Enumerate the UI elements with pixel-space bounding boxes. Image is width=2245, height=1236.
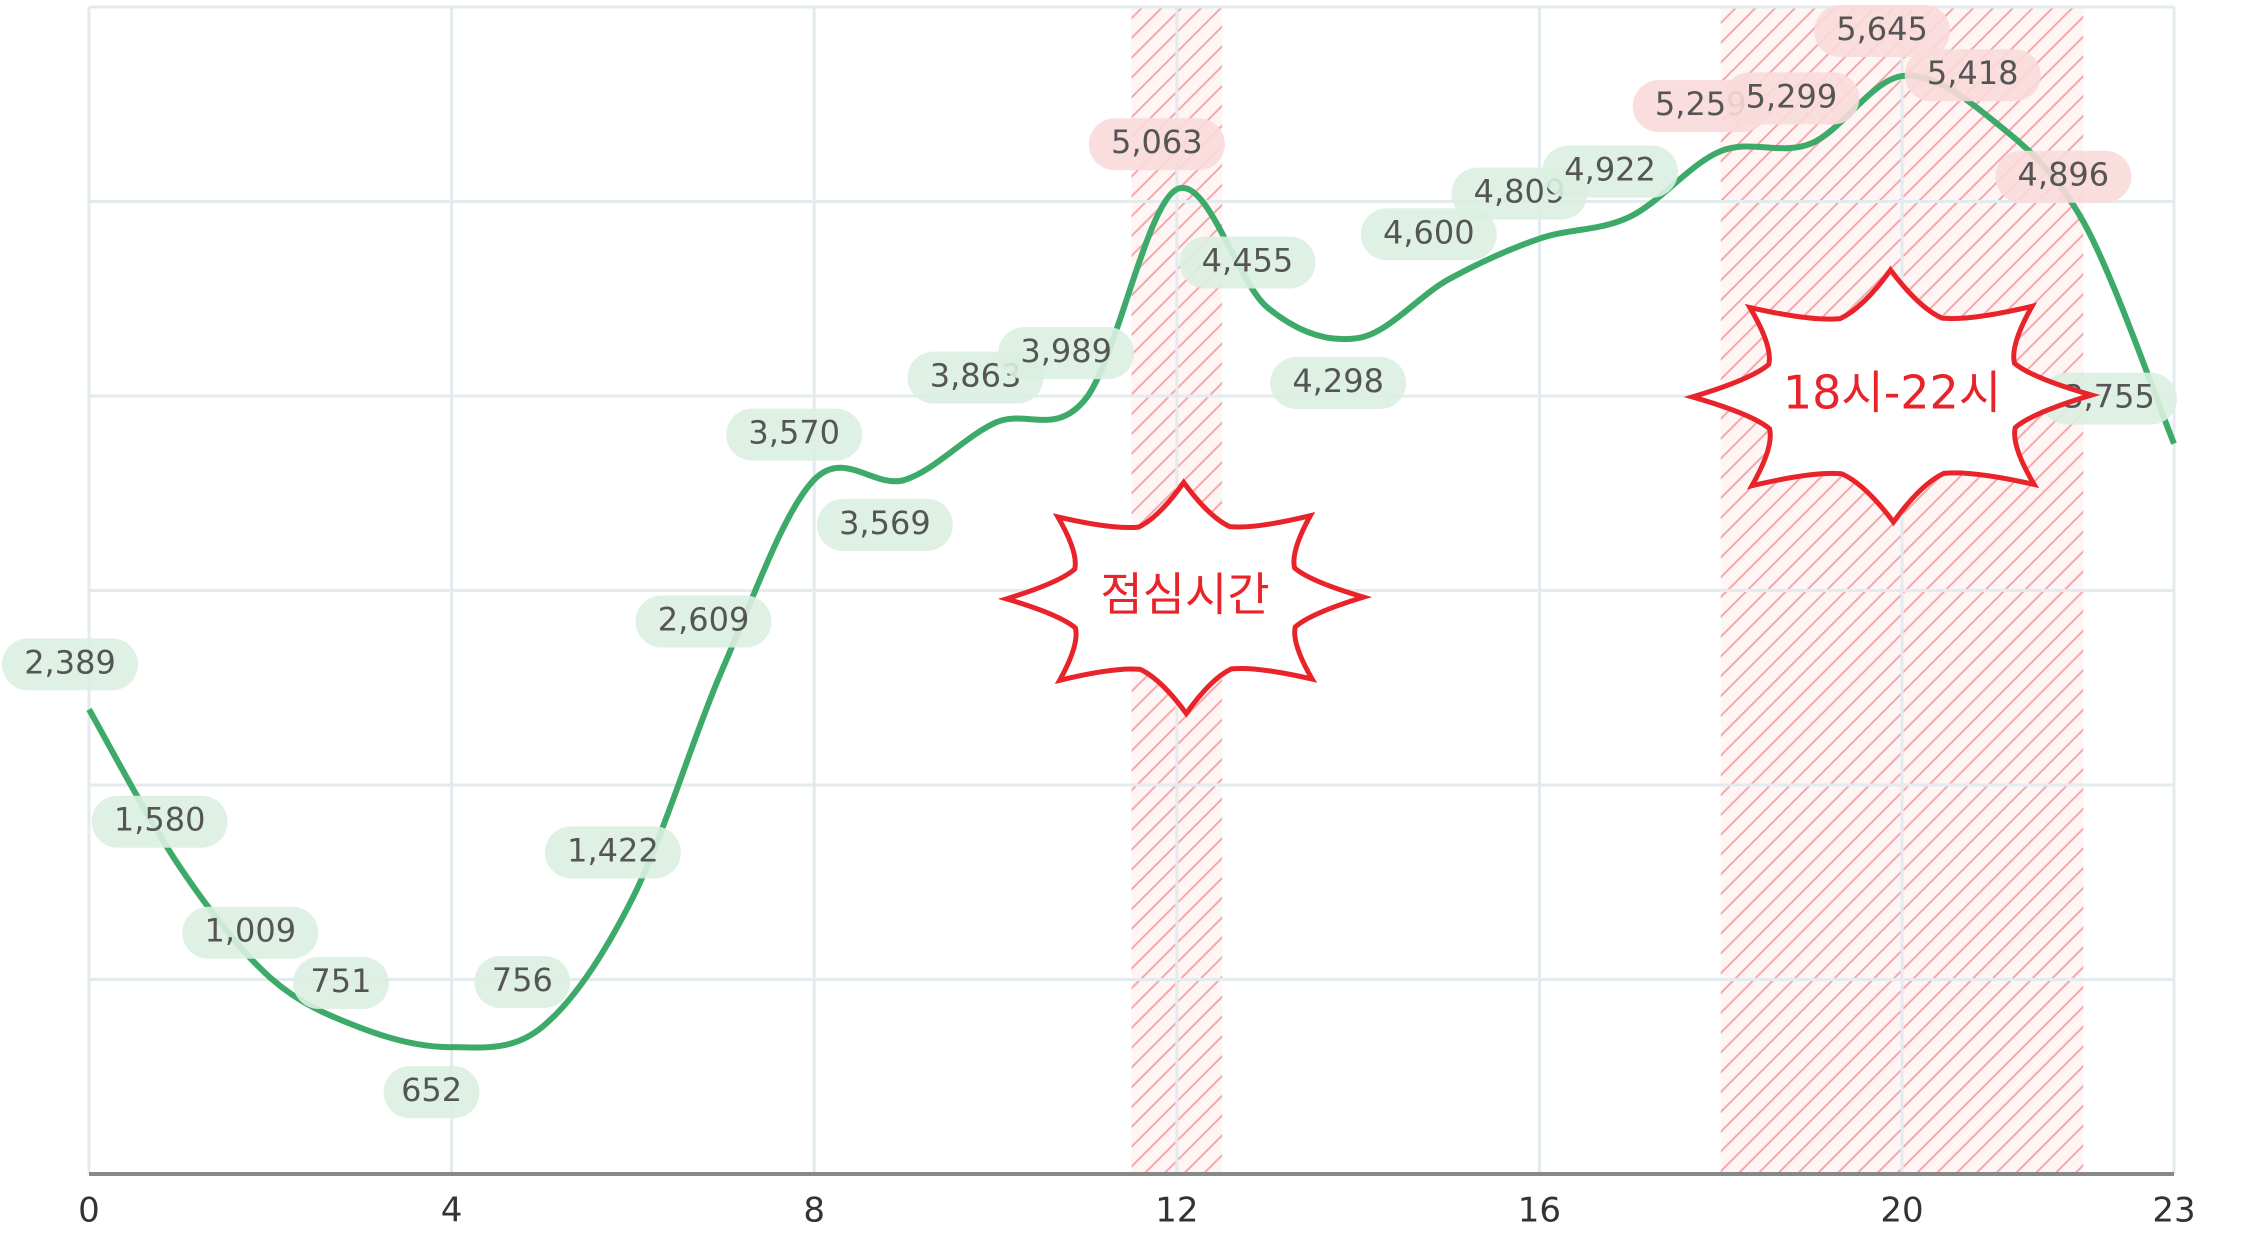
x-tick-label: 4	[441, 1191, 463, 1231]
value-label: 4,922	[1542, 145, 1679, 198]
value-label-text: 5,063	[1111, 123, 1203, 161]
value-label-bg	[1814, 5, 1951, 58]
value-label-bg	[2041, 372, 2177, 425]
value-label-bg	[1995, 150, 2132, 203]
value-label: 652	[383, 1066, 480, 1119]
value-label: 756	[474, 955, 571, 1008]
value-label-bg	[292, 956, 389, 1009]
value-label-bg	[998, 327, 1135, 380]
value-label: 2,389	[2, 638, 138, 691]
value-label-text: 1,009	[204, 912, 296, 950]
x-tick-label: 20	[1880, 1191, 1923, 1231]
value-label: 3,569	[816, 498, 953, 551]
value-label-text: 756	[492, 961, 553, 999]
value-label: 4,896	[1995, 150, 2132, 203]
value-label-text: 4,600	[1383, 213, 1475, 251]
value-label-bg	[1723, 72, 1860, 125]
value-label-bg	[383, 1066, 480, 1119]
value-label-bg	[1904, 49, 2041, 102]
x-tick-label: 8	[803, 1191, 825, 1231]
x-tick-label: 16	[1518, 1191, 1561, 1231]
value-label-text: 2,389	[24, 643, 116, 681]
value-label-text: 5,418	[1927, 54, 2019, 92]
value-label-text: 3,569	[839, 504, 931, 542]
annotation-label: 18시-22시	[1783, 366, 2001, 420]
value-label: 3,755	[2041, 372, 2177, 425]
value-label: 1,009	[182, 906, 319, 959]
value-label-bg	[1360, 208, 1497, 261]
annotation-burst	[1683, 265, 2101, 527]
annotation-label: 점심시간	[1100, 568, 1269, 622]
value-label: 4,298	[1270, 357, 1407, 410]
value-label: 1,580	[91, 795, 228, 848]
value-label-bg	[91, 795, 228, 848]
value-label-text: 4,298	[1292, 362, 1384, 400]
value-label: 5,299	[1723, 72, 1860, 125]
value-label-text: 2,609	[658, 601, 750, 639]
value-label-text: 5,645	[1836, 10, 1928, 48]
value-label: 5,063	[1088, 118, 1225, 171]
x-tick-label: 23	[2152, 1191, 2195, 1231]
x-tick-label: 0	[78, 1191, 100, 1231]
value-label: 5,645	[1814, 5, 1951, 58]
value-label: 2,609	[635, 595, 772, 648]
value-label-text: 1,422	[567, 831, 659, 869]
value-label-bg	[635, 595, 772, 648]
value-label: 751	[292, 956, 389, 1009]
value-label-bg	[544, 826, 681, 879]
value-label: 5,418	[1904, 49, 2041, 102]
value-label-text: 3,989	[1020, 332, 1112, 370]
value-label-text: 4,922	[1564, 151, 1656, 189]
value-label: 1,422	[544, 826, 681, 879]
value-label-bg	[1088, 118, 1225, 171]
value-label-text: 4,896	[2018, 156, 2110, 194]
value-label-bg	[726, 408, 863, 461]
value-label-bg	[816, 498, 953, 551]
value-label-text: 652	[401, 1071, 462, 1109]
value-label-bg	[1179, 236, 1316, 289]
value-label: 4,600	[1360, 208, 1497, 261]
value-label-bg	[2, 638, 138, 691]
value-label: 3,570	[726, 408, 863, 461]
x-tick-label: 12	[1155, 1191, 1198, 1231]
annotation-burst	[997, 478, 1373, 718]
value-label-text: 5,299	[1746, 77, 1838, 115]
value-label-bg	[1542, 145, 1679, 198]
value-label-bg	[1270, 357, 1407, 410]
value-label-bg	[182, 906, 319, 959]
value-label-text: 751	[310, 962, 371, 1000]
value-label-text: 3,570	[748, 414, 840, 452]
value-label-bg	[474, 955, 571, 1008]
value-label-text: 1,580	[114, 801, 206, 839]
value-label: 4,455	[1179, 236, 1316, 289]
value-label-text: 4,455	[1202, 242, 1294, 280]
value-label: 3,989	[998, 327, 1135, 380]
